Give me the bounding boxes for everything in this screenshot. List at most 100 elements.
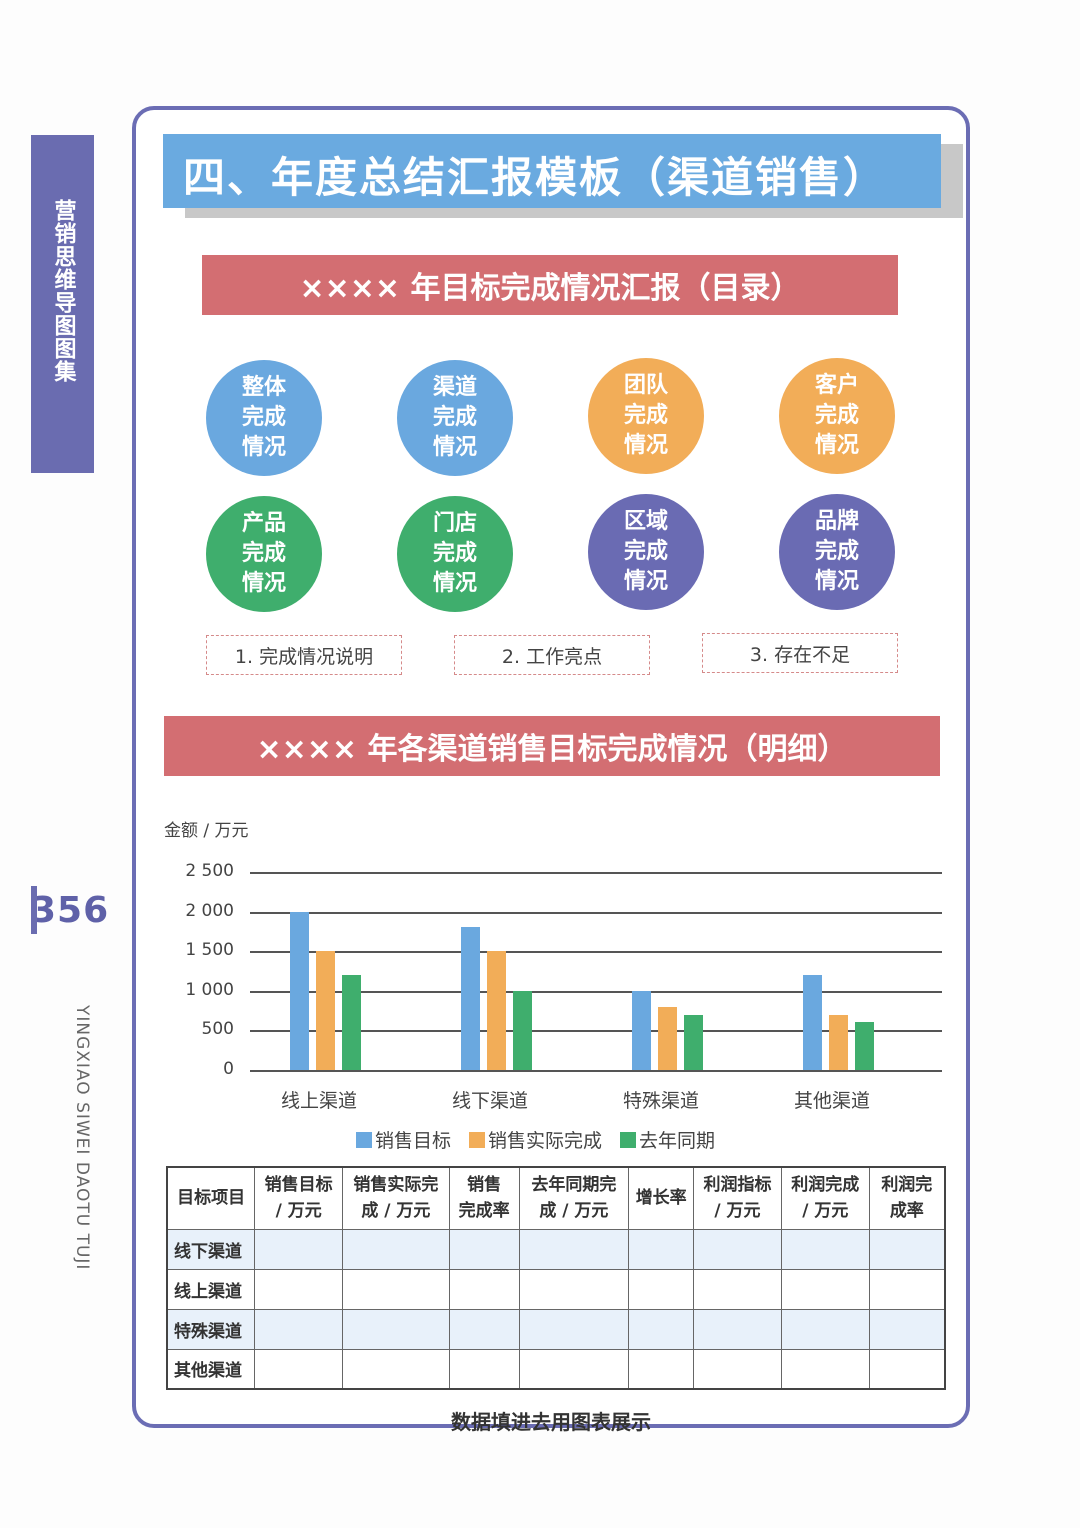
y-tick-label: 500 [201,1019,234,1040]
legend-swatch-icon [469,1131,486,1148]
circle-customer: 客户 完成 情况 [779,358,895,474]
table-cell[interactable] [693,1228,782,1270]
table-cell[interactable] [693,1268,782,1310]
row-label: 线上渠道 [166,1268,256,1310]
table-cell[interactable] [518,1228,630,1270]
table-cell[interactable] [868,1348,946,1390]
section-heading-catalog: ×××× 年目标完成情况汇报（目录） [202,255,898,315]
gridline [250,911,942,914]
table-cell[interactable] [342,1268,450,1310]
table-cell[interactable] [518,1308,630,1350]
table-header-cell: 销售目标 / 万元 [254,1166,344,1230]
circle-label: 整体 完成 情况 [241,375,286,460]
circle-brand: 品牌 完成 情况 [779,494,895,610]
page-title-banner: 四、年度总结汇报模板（渠道销售） [163,134,941,208]
circle-label: 门店 完成 情况 [432,511,477,596]
table-cell[interactable] [518,1268,630,1310]
table-cell[interactable] [254,1268,344,1310]
footer-note: 数据填进去用图表展示 [451,1410,651,1434]
side-category-tab: 营销思维导图图集 [31,135,94,473]
y-tick-label: 1 000 [185,979,234,1000]
table-header-cell: 利润完成 / 万元 [780,1166,870,1230]
circle-label: 渠道 完成 情况 [432,375,477,460]
bar [513,990,532,1070]
legend-swatch-icon [620,1131,637,1148]
circle-label: 客户 完成 情况 [814,373,859,458]
table-cell[interactable] [693,1348,782,1390]
bar [342,974,361,1070]
table-cell[interactable] [780,1268,870,1310]
page-title: 四、年度总结汇报模板（渠道销售） [183,153,888,202]
row-label: 特殊渠道 [166,1308,256,1350]
category-circles: 整体 完成 情况 渠道 完成 情况 团队 完成 情况 客户 完成 情况 产品 完成 情况 门店 完成情… [202,356,902,616]
table-cell[interactable] [628,1268,695,1310]
y-tick-label: 1 500 [185,940,234,961]
circle-product: 产品 完成 情况 [206,496,322,612]
table-cell[interactable] [868,1268,946,1310]
chart-legend: 销售目标 销售实际完成 去年同期 [356,1126,715,1153]
page-number-text: 356 [31,889,110,931]
bar [461,927,480,1070]
table-header-row: 目标项目 销售目标 / 万元 销售实际完成 / 万元 销售 完成率 去年同期完成 / 万元增… [166,1166,946,1230]
table-row: 线下渠道 [166,1228,946,1270]
table-cell[interactable] [868,1228,946,1270]
bar [803,974,822,1070]
row-label: 线下渠道 [166,1228,256,1270]
circle-region: 区域 完成 情况 [588,494,704,610]
channel-sales-bar-chart: 0 500 1 000 1 500 2 000 2 500 线上渠道 线下渠道 特殊渠道 其他渠道… [166,860,946,1210]
table-cell[interactable] [448,1228,520,1270]
table-header-cell: 去年同期完成 / 万元 [518,1166,630,1230]
bar [316,951,335,1070]
x-category-label: 其他渠道 [793,1090,870,1112]
table-cell[interactable] [780,1228,870,1270]
table-cell[interactable] [868,1308,946,1350]
circle-label: 产品 完成 情况 [241,511,286,596]
bar [829,1014,848,1070]
row-label: 其他渠道 [166,1348,256,1390]
table-cell[interactable] [342,1228,450,1270]
book-title-pinyin: YINGXIAO SIWEI DAOTU TUJI [72,1005,92,1271]
table-cell[interactable] [693,1308,782,1350]
y-axis-unit-label: 金额 / 万元 [164,821,249,841]
table-cell[interactable] [448,1348,520,1390]
legend-label: 销售目标 [375,1130,452,1152]
table-cell[interactable] [780,1348,870,1390]
bar [855,1022,874,1070]
channel-detail-table: 目标项目 销售目标 / 万元 销售实际完成 / 万元 销售 完成率 去年同期完成 / 万元增… [166,1166,946,1390]
table-cell[interactable] [780,1308,870,1350]
table-row: 特殊渠道 [166,1308,946,1350]
table-cell[interactable] [342,1308,450,1350]
gridline [250,990,942,993]
table-cell[interactable] [254,1308,344,1350]
table-cell[interactable] [628,1228,695,1270]
table-header-cell: 目标项目 [166,1166,256,1230]
note-highlights: 2. 工作亮点 [454,635,650,675]
side-tab-label: 营销思维导图图集 [50,199,76,383]
legend-item: 销售实际完成 [469,1126,602,1153]
circle-label: 团队 完成 情况 [623,373,668,458]
table-cell[interactable] [448,1308,520,1350]
y-tick-label: 2 000 [185,900,234,921]
circle-label: 区域 完成 情况 [623,509,668,594]
table-row: 其他渠道 [166,1348,946,1390]
bar [632,990,651,1070]
gridline [250,872,942,874]
bar [684,1014,703,1070]
table-cell[interactable] [254,1348,344,1390]
circle-team: 团队 完成 情况 [588,358,704,474]
gridline [250,1030,942,1033]
x-category-label: 特殊渠道 [622,1090,699,1112]
note-completion-description: 1. 完成情况说明 [206,635,402,675]
table-cell[interactable] [628,1308,695,1350]
bar [487,951,506,1070]
table-cell[interactable] [254,1228,344,1270]
note-shortcomings: 3. 存在不足 [702,633,898,673]
table-cell[interactable] [448,1268,520,1310]
table-cell[interactable] [518,1348,630,1390]
circle-store: 门店 完成 情况 [397,496,513,612]
table-header-cell: 增长率 [628,1166,695,1230]
table-cell[interactable] [342,1348,450,1390]
legend-label: 去年同期 [639,1130,716,1152]
table-cell[interactable] [628,1348,695,1390]
